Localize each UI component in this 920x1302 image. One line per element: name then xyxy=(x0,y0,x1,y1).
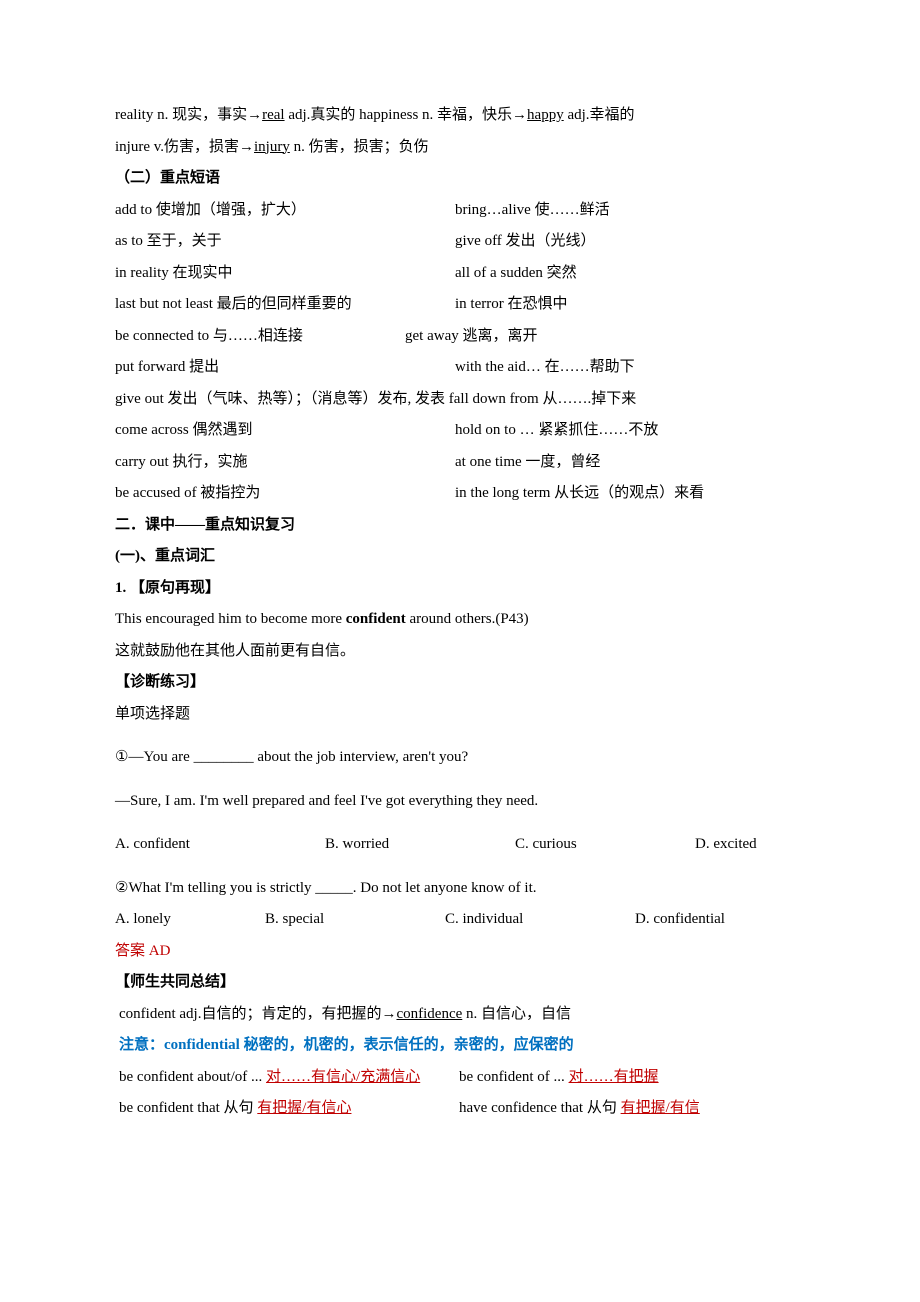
phrase-row-full: give out 发出（气味、热等）；（消息等）发布, 发表 fall down… xyxy=(115,384,805,416)
phrase-right: all of a sudden 突然 xyxy=(455,258,805,290)
red-underline: 有把握/有信 xyxy=(621,1100,700,1116)
option-b: B. special xyxy=(265,904,445,936)
deriv-line-1: reality n. 现实，事实→real adj.真实的 happiness … xyxy=(115,100,805,132)
phrase-right: bring…alive 使……鲜活 xyxy=(455,195,805,227)
section-heading-vocab: (一)、重点词汇 xyxy=(115,541,805,573)
summary-right: have confidence that 从句 有把握/有信 xyxy=(459,1093,805,1125)
option-a: A. lonely xyxy=(115,904,265,936)
text: adj.真实的 happiness n. 幸福，快乐→ xyxy=(285,107,527,123)
diagnostic-heading: 【诊断练习】 xyxy=(115,667,805,699)
phrase-right: get away 逃离，离开 xyxy=(405,321,805,353)
text: injure v.伤害，损害→ xyxy=(115,139,254,155)
text: be confident that 从句 xyxy=(119,1100,257,1116)
summary-heading: 【师生共同总结】 xyxy=(115,967,805,999)
note-line: 注意：confidential 秘密的，机密的，表示信任的，亲密的，应保密的 xyxy=(115,1030,805,1062)
question-2-options: A. lonely B. special C. individual D. co… xyxy=(115,904,805,936)
text: n. 伤害，损害；负伤 xyxy=(290,139,429,155)
question-2: ②What I'm telling you is strictly _____.… xyxy=(115,873,805,905)
phrase-right: with the aid… 在……帮助下 xyxy=(455,352,805,384)
phrase-row: add to 使增加（增强，扩大） bring…alive 使……鲜活 xyxy=(115,195,805,227)
text: be confident of ... xyxy=(459,1069,569,1085)
text: This encouraged him to become more xyxy=(115,611,346,627)
option-d: D. confidential xyxy=(635,904,805,936)
phrase-row: come across 偶然遇到 hold on to … 紧紧抓住……不放 xyxy=(115,415,805,447)
phrase-row: in reality 在现实中 all of a sudden 突然 xyxy=(115,258,805,290)
phrase-full: give out 发出（气味、热等）；（消息等）发布, 发表 fall down… xyxy=(115,391,636,407)
section-heading-example: 1. 【原句再现】 xyxy=(115,573,805,605)
phrase-row: be connected to 与……相连接 get away 逃离，离开 xyxy=(115,321,805,353)
option-c: C. curious xyxy=(515,829,695,861)
summary-line-1: confident adj.自信的；肯定的，有把握的→confidence n.… xyxy=(115,999,805,1031)
phrase-row: last but not least 最后的但同样重要的 in terror 在… xyxy=(115,289,805,321)
summary-pair-row: be confident about/of ... 对……有信心/充满信心 be… xyxy=(115,1062,805,1094)
phrase-row: carry out 执行，实施 at one time 一度，曾经 xyxy=(115,447,805,479)
phrase-row: as to 至于，关于 give off 发出（光线） xyxy=(115,226,805,258)
red-underline: 对……有信心/充满信心 xyxy=(266,1069,420,1085)
phrase-right: hold on to … 紧紧抓住……不放 xyxy=(455,415,805,447)
phrase-right: at one time 一度，曾经 xyxy=(455,447,805,479)
question-1-line-2: —Sure, I am. I'm well prepared and feel … xyxy=(115,786,805,818)
summary-pair-row: be confident that 从句 有把握/有信心 have confid… xyxy=(115,1093,805,1125)
option-c: C. individual xyxy=(445,904,635,936)
question-1-options: A. confident B. worried C. curious D. ex… xyxy=(115,829,805,861)
text: confident adj.自信的；肯定的，有把握的→ xyxy=(119,1006,396,1022)
text: n. 自信心，自信 xyxy=(462,1006,571,1022)
question-1-line-1: ①—You are ________ about the job intervi… xyxy=(115,742,805,774)
phrase-left: last but not least 最后的但同样重要的 xyxy=(115,289,455,321)
phrase-left: add to 使增加（增强，扩大） xyxy=(115,195,455,227)
underlined-word: happy xyxy=(527,107,564,123)
section-heading-phrases: （二）重点短语 xyxy=(115,163,805,195)
phrase-row: be accused of 被指控为 in the long term 从长远（… xyxy=(115,478,805,510)
phrase-left: carry out 执行，实施 xyxy=(115,447,455,479)
example-sentence-en: This encouraged him to become more confi… xyxy=(115,604,805,636)
question-type: 单项选择题 xyxy=(115,699,805,731)
phrase-left: put forward 提出 xyxy=(115,352,455,384)
underlined-word: real xyxy=(262,107,284,123)
bold-word: confident xyxy=(346,611,406,627)
deriv-line-2: injure v.伤害，损害→injury n. 伤害，损害；负伤 xyxy=(115,132,805,164)
summary-left: be confident that 从句 有把握/有信心 xyxy=(119,1093,459,1125)
phrase-right: in terror 在恐惧中 xyxy=(455,289,805,321)
section-heading-review: 二．课中——重点知识复习 xyxy=(115,510,805,542)
option-a: A. confident xyxy=(115,829,325,861)
phrase-right: give off 发出（光线） xyxy=(455,226,805,258)
phrase-left: come across 偶然遇到 xyxy=(115,415,455,447)
text: around others.(P43) xyxy=(406,611,529,627)
phrase-row: put forward 提出 with the aid… 在……帮助下 xyxy=(115,352,805,384)
text: adj.幸福的 xyxy=(564,107,635,123)
red-underline: 有把握/有信心 xyxy=(257,1100,351,1116)
phrase-left: in reality 在现实中 xyxy=(115,258,455,290)
underlined-word: confidence xyxy=(396,1006,462,1022)
text: be confident about/of ... xyxy=(119,1069,266,1085)
phrase-left: as to 至于，关于 xyxy=(115,226,455,258)
summary-right: be confident of ... 对……有把握 xyxy=(459,1062,805,1094)
underlined-word: injury xyxy=(254,139,290,155)
text: reality n. 现实，事实→ xyxy=(115,107,262,123)
phrase-left: be accused of 被指控为 xyxy=(115,478,455,510)
summary-left: be confident about/of ... 对……有信心/充满信心 xyxy=(119,1062,459,1094)
phrase-right: in the long term 从长远（的观点）来看 xyxy=(455,478,805,510)
option-d: D. excited xyxy=(695,829,805,861)
phrase-left: be connected to 与……相连接 xyxy=(115,321,405,353)
option-b: B. worried xyxy=(325,829,515,861)
text: have confidence that 从句 xyxy=(459,1100,621,1116)
red-underline: 对……有把握 xyxy=(569,1069,659,1085)
answer-text: 答案 AD xyxy=(115,936,805,968)
example-sentence-cn: 这就鼓励他在其他人面前更有自信。 xyxy=(115,636,805,668)
